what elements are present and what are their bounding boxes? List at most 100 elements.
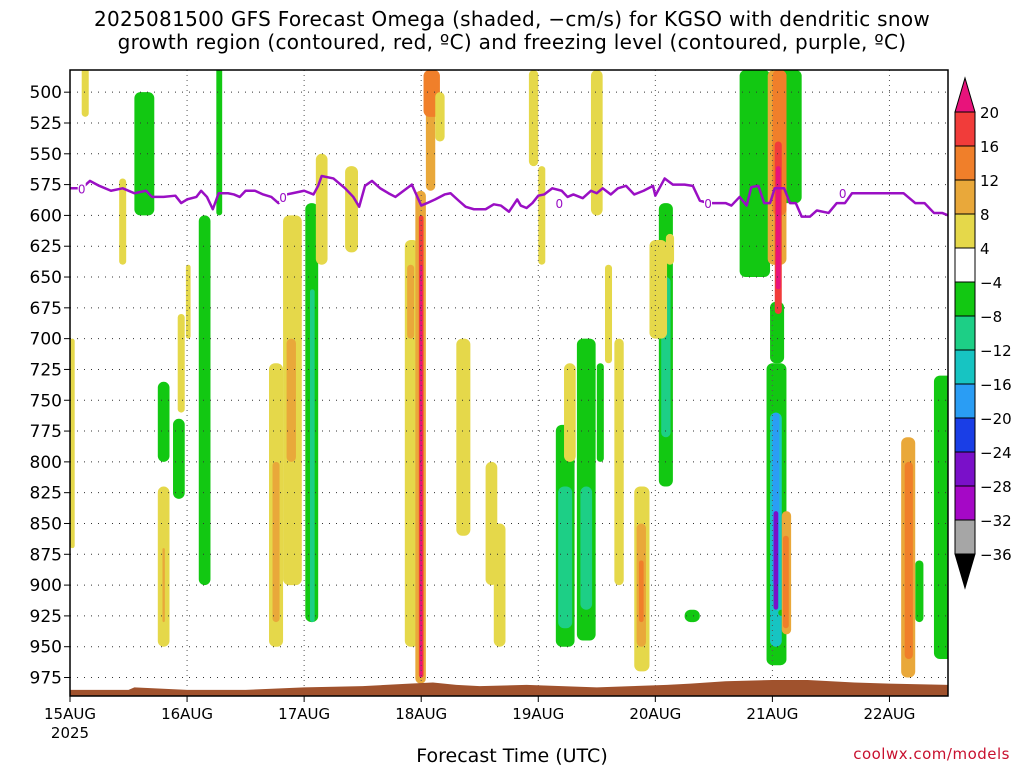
- colorbar-label: −8: [980, 308, 1002, 326]
- omega-region: [638, 560, 644, 623]
- y-tick-label: 850: [30, 514, 62, 534]
- omega-region: [315, 153, 328, 265]
- colorbar-bin: [954, 485, 976, 521]
- omega-region: [70, 338, 75, 549]
- colorbar-label: −16: [980, 376, 1012, 394]
- omega-region: [286, 338, 296, 462]
- omega-region: [904, 461, 913, 660]
- omega-region: [558, 486, 573, 629]
- omega-region: [596, 363, 604, 462]
- colorbar: 20 16 12 8 4 −4 −8 −12 −16 −20 −24 −28 −32 −36: [954, 76, 1012, 590]
- y-tick-label: 675: [30, 299, 62, 319]
- freezing-level-label: 0: [704, 197, 712, 211]
- omega-region: [309, 289, 315, 623]
- colorbar-top-arrow: [954, 76, 976, 113]
- y-tick-label: 775: [30, 422, 62, 442]
- x-axis-label: Forecast Time (UTC): [416, 745, 608, 767]
- colorbar-label: −28: [980, 478, 1012, 496]
- omega-region: [770, 301, 785, 364]
- freezing-label-knockout: [555, 196, 564, 210]
- y-tick-label: 600: [30, 206, 62, 226]
- y-tick-label: 950: [30, 638, 62, 658]
- omega-region: [435, 92, 445, 142]
- y-tick-label: 975: [30, 669, 62, 689]
- colorbar-label: −24: [980, 444, 1012, 462]
- omega-region: [407, 264, 415, 339]
- omega-region: [345, 166, 358, 253]
- omega-region: [915, 560, 924, 623]
- x-tick-label: 15AUG: [44, 705, 96, 723]
- freezing-label-knockout: [77, 181, 86, 195]
- colorbar-bin: [954, 315, 976, 351]
- omega-region: [580, 486, 593, 610]
- x-tick-label: 18AUG: [395, 705, 447, 723]
- y-tick-label: 525: [30, 114, 62, 134]
- omega-region: [216, 70, 223, 216]
- colorbar-bin: [954, 383, 976, 419]
- omega-region: [773, 511, 779, 610]
- site-credit: coolwx.com/models: [853, 745, 1010, 763]
- omega-region: [684, 609, 700, 623]
- omega-region: [420, 264, 423, 678]
- chart-title: 2025081500 GFS Forecast Omega (shaded, −…: [93, 7, 931, 54]
- axis-layer: 500 525 550 575 600 625 650 675 700 725 750 775 800 8…: [30, 69, 949, 742]
- plot-layer: 0 0 0 0 0: [69, 70, 948, 696]
- omega-region: [614, 338, 624, 586]
- omega-region: [775, 166, 781, 290]
- y-tick-label: 750: [30, 391, 62, 411]
- y-tick-label: 550: [30, 145, 62, 165]
- x-tick-label: 19AUG: [512, 705, 564, 723]
- x-tick-label: 17AUG: [278, 705, 330, 723]
- omega-region: [456, 338, 471, 536]
- y-tick-label: 700: [30, 330, 62, 350]
- omega-region: [665, 233, 675, 265]
- colorbar-bin: [954, 145, 976, 181]
- y-tick-label: 625: [30, 237, 62, 257]
- colorbar-label: −4: [980, 274, 1002, 292]
- colorbar-bin: [954, 179, 976, 215]
- omega-shading: [70, 70, 948, 684]
- omega-region: [649, 240, 668, 339]
- omega-region: [564, 363, 576, 462]
- colorbar-bottom-arrow: [954, 553, 976, 590]
- colorbar-label: −36: [980, 546, 1012, 564]
- colorbar-bin: [954, 519, 976, 555]
- freezing-level-label: 0: [279, 191, 287, 205]
- colorbar-bin: [954, 451, 976, 487]
- omega-region: [739, 70, 771, 278]
- y-tick-label: 650: [30, 268, 62, 288]
- colorbar-label: 12: [980, 172, 999, 190]
- colorbar-label: 8: [980, 206, 990, 224]
- y-tick-label: 925: [30, 607, 62, 627]
- omega-region: [493, 523, 506, 647]
- omega-region: [782, 535, 789, 629]
- colorbar-label: −32: [980, 512, 1012, 530]
- y-tick-label: 900: [30, 576, 62, 596]
- colorbar-bin: [954, 213, 976, 249]
- freezing-label-knockout: [279, 189, 288, 203]
- colorbar-label: 20: [980, 104, 999, 122]
- omega-region: [157, 381, 170, 462]
- y-tick-label: 725: [30, 360, 62, 380]
- freezing-label-knockout: [838, 186, 847, 200]
- freezing-level-label: 0: [556, 197, 564, 211]
- colorbar-label: −12: [980, 342, 1012, 360]
- omega-region: [134, 92, 155, 216]
- colorbar-bin: [954, 247, 976, 283]
- omega-region: [198, 215, 211, 586]
- colorbar-bin: [954, 111, 976, 147]
- omega-region: [162, 548, 165, 623]
- freezing-label-knockout: [704, 196, 713, 210]
- x-tick-label: 21AUG: [746, 705, 798, 723]
- x-tick-label: 16AUG: [161, 705, 213, 723]
- colorbar-bin: [954, 417, 976, 453]
- colorbar-bin: [954, 281, 976, 317]
- omega-region: [590, 70, 603, 216]
- omega-region: [177, 313, 185, 413]
- omega-region: [604, 264, 613, 364]
- omega-region: [933, 375, 948, 660]
- colorbar-label: −20: [980, 410, 1012, 428]
- omega-region: [173, 418, 185, 499]
- x-tick-label: 22AUG: [863, 705, 915, 723]
